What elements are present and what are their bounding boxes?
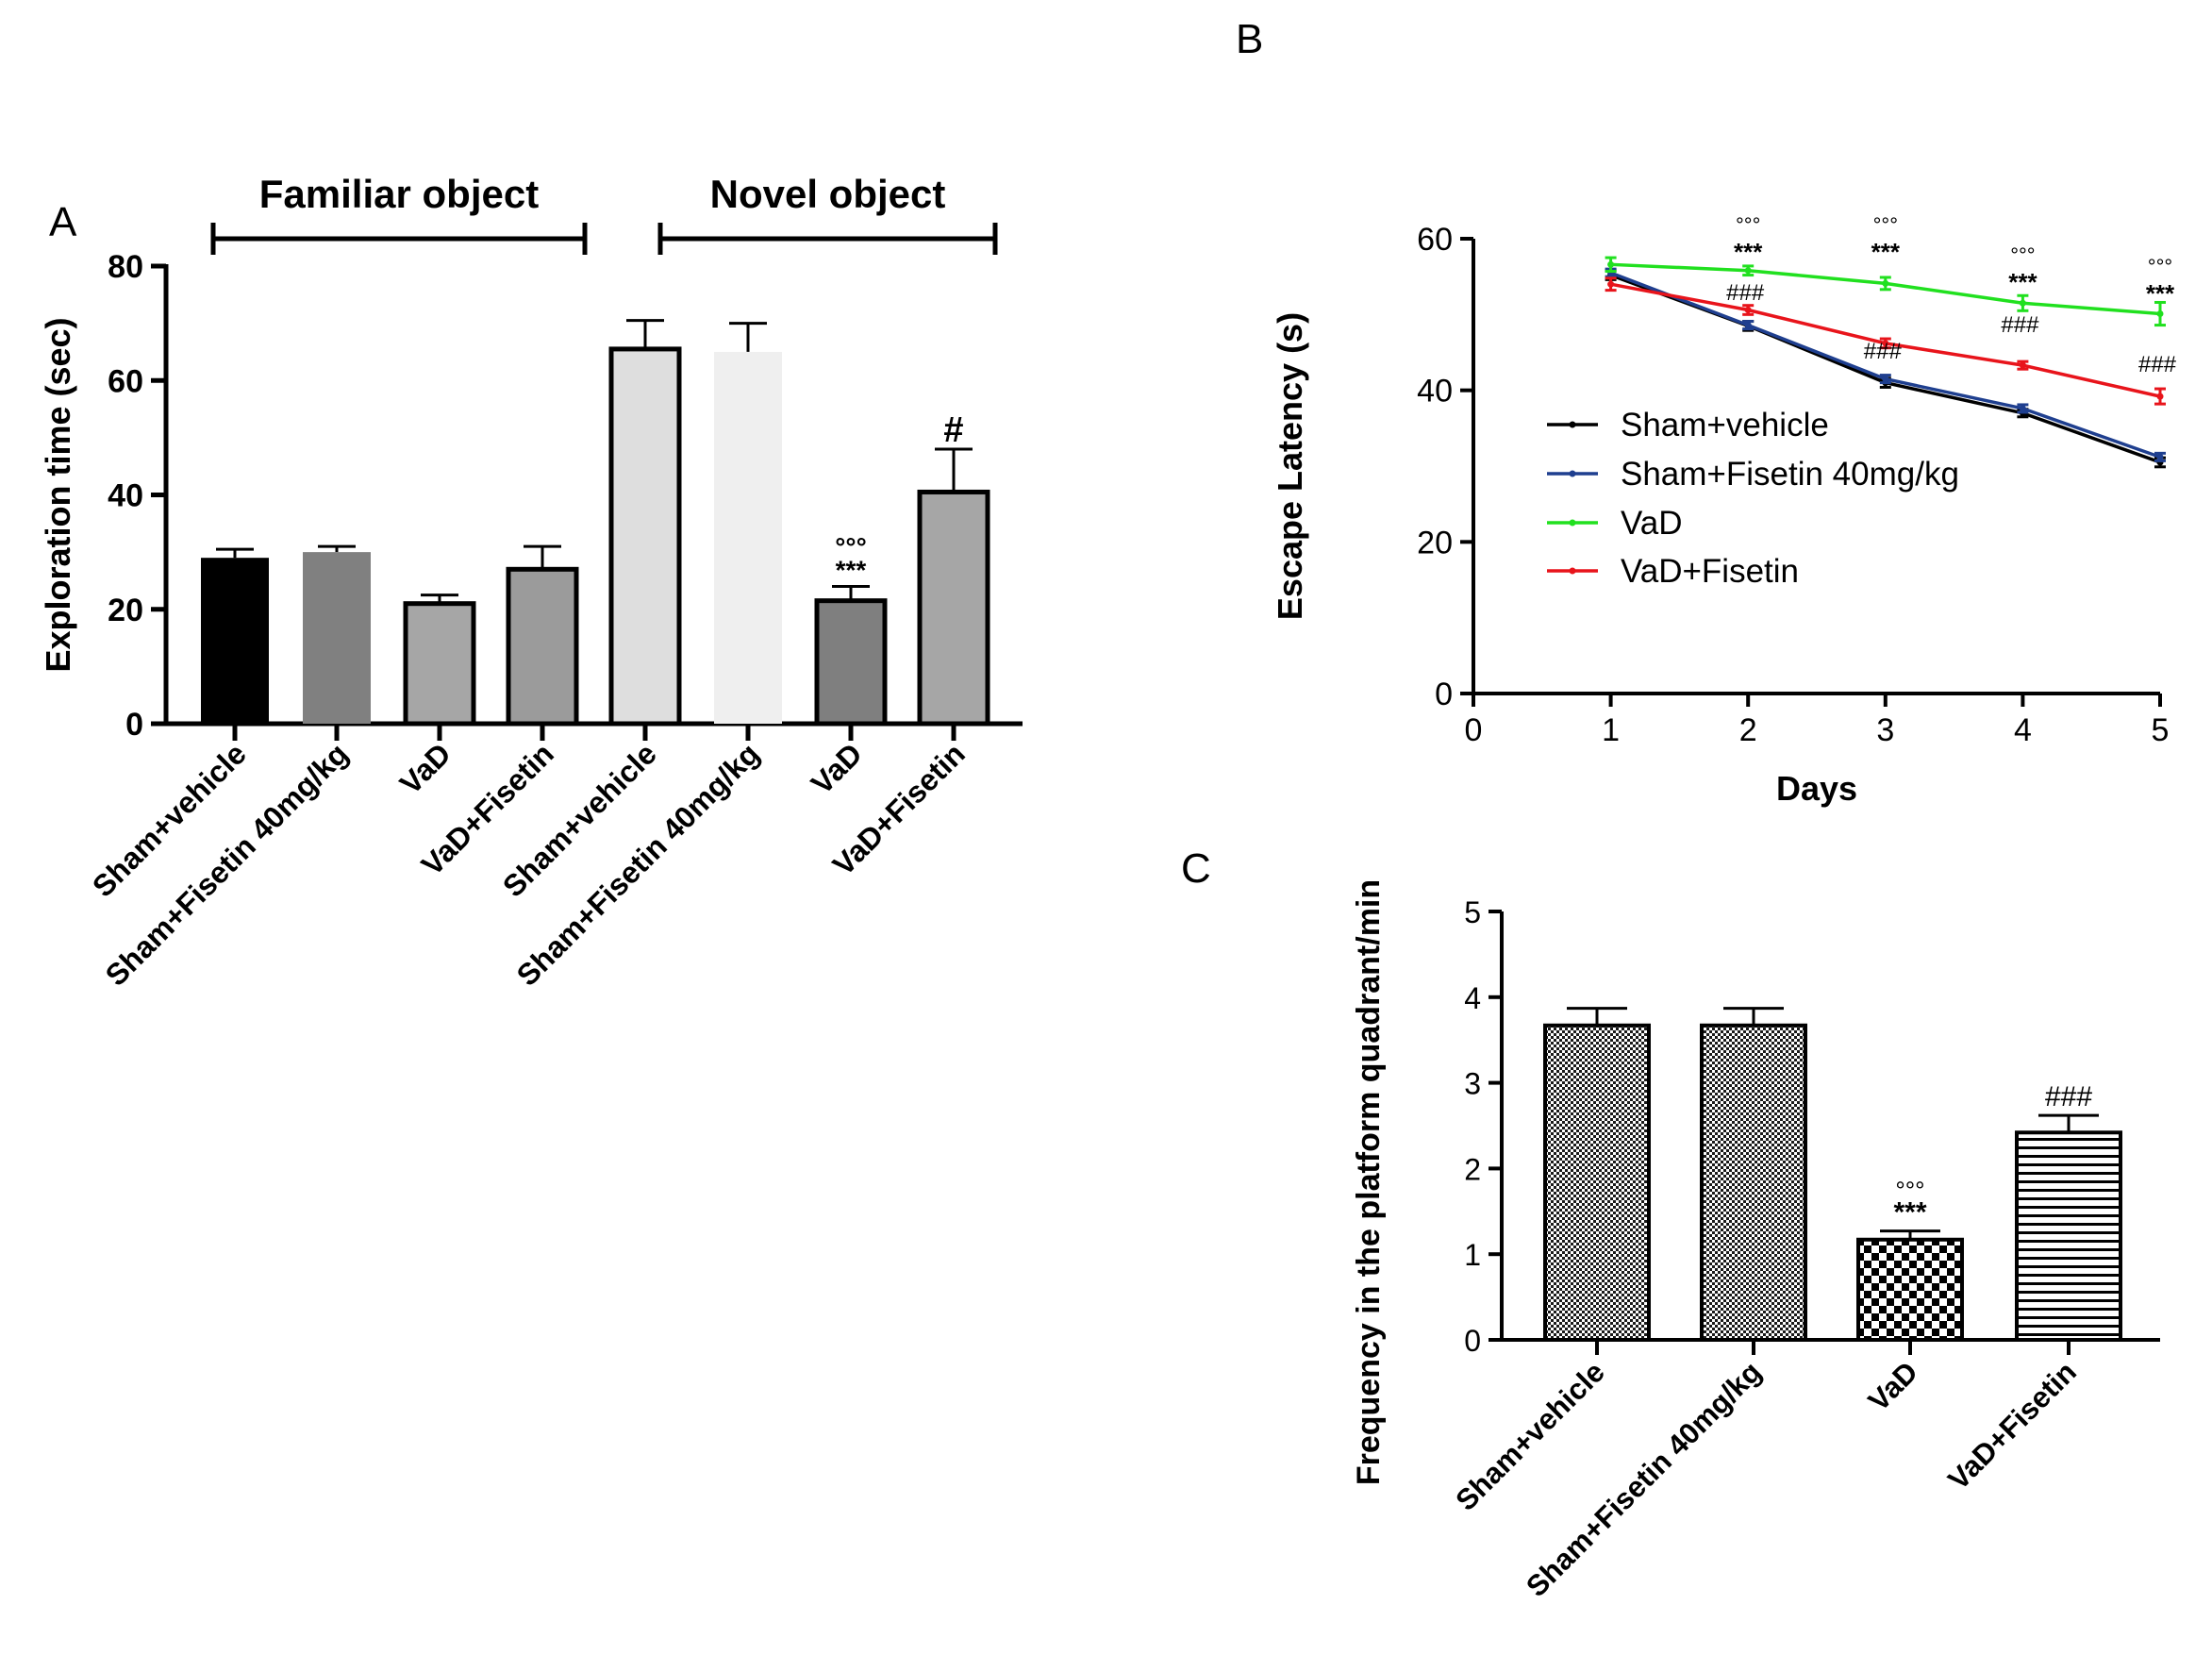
- y-tick-label: 0: [125, 707, 143, 743]
- data-point: [1882, 376, 1889, 383]
- y-tick-label: 2: [1464, 1152, 1481, 1186]
- y-tick-label: 0: [1435, 677, 1453, 712]
- y-axis-title: Escape Latency (s): [1271, 312, 1309, 620]
- legend-swatch-marker: [1569, 567, 1576, 575]
- significance-marker: °°°: [835, 533, 867, 562]
- panel-c-platform-frequency-chart: 0 1 2 3 4 5 Frequency in the platform quadrant…: [1351, 879, 2160, 1603]
- x-tick-label: 1: [1602, 712, 1620, 748]
- x-tick-label: VaD+Fisetin: [1941, 1355, 2083, 1496]
- y-tick-label: 3: [1464, 1067, 1481, 1101]
- bar: [1700, 1023, 1807, 1343]
- significance-marker: ###: [1726, 280, 1765, 306]
- legend-swatch-marker: [1569, 519, 1576, 527]
- x-tick-label: 4: [2014, 712, 2032, 748]
- data-point: [1607, 260, 1615, 268]
- group-label: Familiar object: [259, 172, 539, 216]
- bar: [917, 489, 990, 727]
- legend-label: Sham+Fisetin 40mg/kg: [1621, 456, 1959, 493]
- data-point: [2019, 299, 2026, 307]
- y-tick-label: 20: [1417, 525, 1453, 560]
- significance-marker: ###: [2001, 312, 2039, 338]
- y-tick-label: 60: [1417, 222, 1453, 258]
- significance-marker: ###: [2045, 1081, 2092, 1112]
- significance-marker: ###: [2138, 352, 2177, 377]
- bar: [2015, 1130, 2122, 1343]
- group-label: Novel object: [710, 172, 946, 216]
- panel-label-b: B: [1236, 16, 1263, 62]
- data-point: [2019, 361, 2026, 369]
- significance-marker: ***: [1734, 238, 1763, 266]
- y-axis-title: Frequency in the platform quadrant/min: [1351, 879, 1387, 1485]
- data-point: [2156, 453, 2164, 460]
- y-tick-label: 40: [1417, 374, 1453, 410]
- legend-label: VaD: [1621, 505, 1683, 542]
- significance-marker: ***: [1871, 238, 1901, 266]
- significance-marker: ***: [2146, 279, 2175, 308]
- significance-marker: °°°: [1873, 213, 1898, 237]
- significance-marker: ***: [836, 556, 867, 585]
- y-tick-label: 60: [108, 363, 143, 399]
- bar: [608, 346, 682, 727]
- y-axis-title: Exploration time (sec): [39, 317, 77, 672]
- significance-marker: °°°: [1895, 1177, 1924, 1205]
- y-tick-label: 0: [1464, 1324, 1481, 1358]
- x-tick-label: Sham+vehicle: [1449, 1355, 1611, 1517]
- x-tick-label: 3: [1876, 712, 1894, 748]
- bar: [201, 558, 269, 724]
- significance-marker: #: [943, 410, 963, 450]
- x-axis-title: Days: [1776, 769, 1857, 808]
- data-point: [1744, 307, 1752, 314]
- legend-swatch-marker: [1569, 421, 1576, 428]
- panel-label-a: A: [49, 199, 77, 245]
- x-tick-label: 2: [1739, 712, 1757, 748]
- x-tick-label: VaD: [393, 736, 457, 800]
- bar: [303, 552, 371, 724]
- data-point: [1607, 280, 1615, 288]
- y-tick-label: 5: [1464, 895, 1481, 929]
- y-tick-label: 40: [108, 478, 143, 514]
- y-tick-label: 1: [1464, 1238, 1481, 1272]
- legend-swatch-marker: [1569, 470, 1576, 477]
- bar: [1856, 1237, 1964, 1343]
- legend-label: Sham+vehicle: [1621, 407, 1829, 443]
- significance-marker: ***: [1893, 1197, 1926, 1229]
- data-point: [2156, 393, 2164, 400]
- legend-label: VaD+Fisetin: [1621, 553, 1799, 590]
- data-point: [1744, 267, 1752, 275]
- significance-marker: °°°: [2010, 243, 2035, 267]
- panel-label-c: C: [1181, 845, 1211, 892]
- x-tick-label: 0: [1465, 712, 1483, 748]
- bar: [506, 566, 579, 727]
- data-point: [1744, 322, 1752, 329]
- y-tick-label: 4: [1464, 981, 1481, 1015]
- data-point: [1882, 279, 1889, 287]
- data-point: [2019, 405, 2026, 412]
- x-tick-label: 5: [2152, 712, 2170, 748]
- y-tick-label: 80: [108, 249, 143, 285]
- significance-marker: ***: [2008, 268, 2037, 296]
- data-point: [1882, 340, 1889, 347]
- y-tick-label: 20: [108, 593, 143, 628]
- data-point: [2156, 310, 2164, 318]
- bar: [714, 351, 782, 724]
- significance-marker: °°°: [1736, 213, 1760, 237]
- bar: [1543, 1023, 1651, 1343]
- significance-marker: ###: [1864, 339, 1903, 364]
- significance-marker: °°°: [2148, 255, 2172, 278]
- x-tick-label: VaD: [1862, 1355, 1924, 1417]
- x-tick-label: VaD: [805, 736, 869, 800]
- bar: [403, 601, 476, 727]
- bar: [814, 598, 888, 727]
